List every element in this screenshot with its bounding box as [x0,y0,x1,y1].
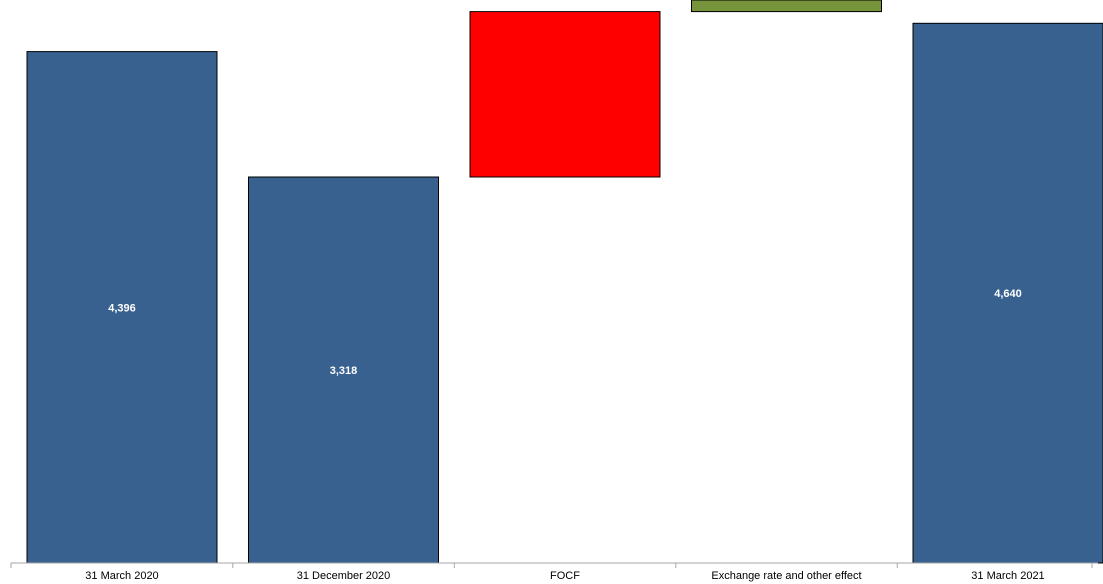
bar-increase [691,0,882,13]
x-tick-label: 31 March 2021 [971,570,1044,582]
bar-increase [469,11,661,178]
x-tick-label: Exchange rate and other effect [711,570,861,582]
x-tick-label: 31 December 2020 [297,570,391,582]
x-axis: 31 March 2020 31 December 2020 FOCF Exchang… [10,562,1098,582]
bar-total [26,51,218,564]
data-label: 3,318 [330,365,358,377]
data-label: 4,396 [108,302,136,314]
x-tick-label: 31 March 2020 [85,570,158,582]
data-label: 4,640 [994,288,1022,300]
x-tick-label: FOCF [550,570,580,582]
bars-layer [26,0,1103,564]
bar-total [248,176,439,564]
